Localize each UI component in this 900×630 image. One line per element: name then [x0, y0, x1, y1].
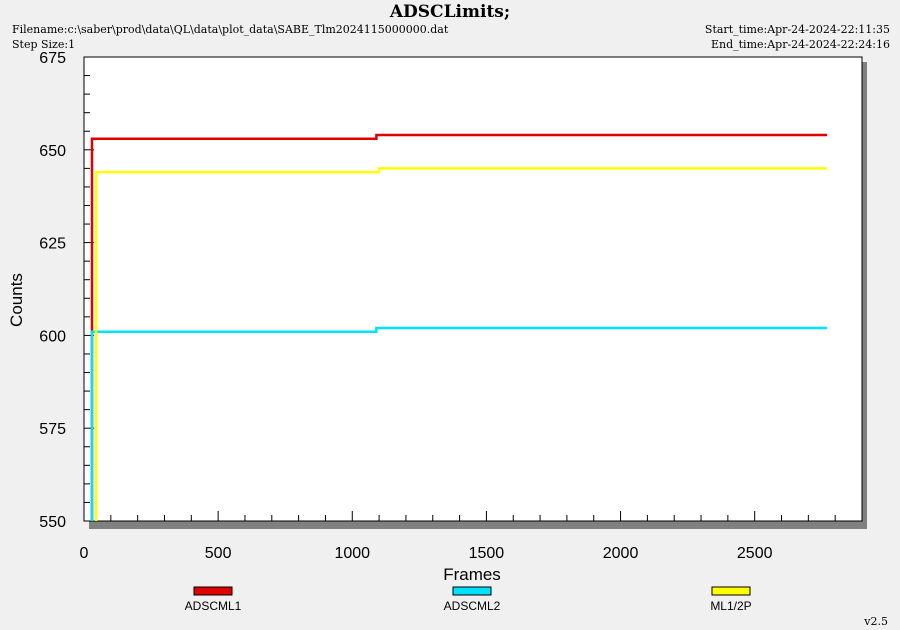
step-size-label: Step Size:1	[12, 38, 76, 51]
tick-labels: 0 500 1000 1500 2000 2500 550 575 600 625 650 675	[39, 50, 772, 562]
start-time-label: Start_time:Apr-24-2024-22:11:35	[704, 23, 890, 36]
chart-title: ADSCLimits;	[389, 2, 511, 22]
axis-ticks	[83, 56, 863, 522]
x-tick-label: 1500	[469, 545, 505, 562]
end-time-label: End_time:Apr-24-2024-22:24:16	[710, 38, 890, 51]
series-line	[90, 326, 828, 521]
y-tick-label: 600	[39, 328, 66, 345]
y-tick-label: 675	[39, 50, 66, 67]
y-tick-label: 575	[39, 421, 66, 438]
x-tick-label: 0	[80, 545, 89, 562]
version-label: v2.5	[864, 615, 888, 628]
plot-area	[83, 56, 863, 522]
legend-label: ADSCML1	[185, 599, 242, 613]
legend-label: ADSCML2	[444, 599, 501, 613]
series-line	[90, 133, 828, 521]
series-line	[94, 167, 828, 521]
x-tick-label: 1000	[334, 545, 370, 562]
y-tick-label: 625	[39, 236, 66, 253]
legend-swatch	[452, 586, 492, 596]
x-tick-label: 2500	[737, 545, 773, 562]
filename-label: Filename:c:\saber\prod\data\QL\data\plot…	[12, 23, 449, 36]
legend-label: ML1/2P	[710, 599, 751, 613]
legend-swatch	[711, 586, 751, 596]
x-tick-label: 500	[205, 545, 232, 562]
y-tick-label: 650	[39, 143, 66, 160]
y-tick-label: 550	[39, 514, 66, 531]
x-axis-title: Frames	[443, 565, 501, 584]
legend-swatch	[193, 586, 233, 596]
y-axis-title: Counts	[7, 273, 26, 327]
legend: ADSCML1 ADSCML2 ML1/2P	[185, 586, 752, 613]
series-group	[90, 133, 828, 521]
x-tick-label: 2000	[603, 545, 639, 562]
